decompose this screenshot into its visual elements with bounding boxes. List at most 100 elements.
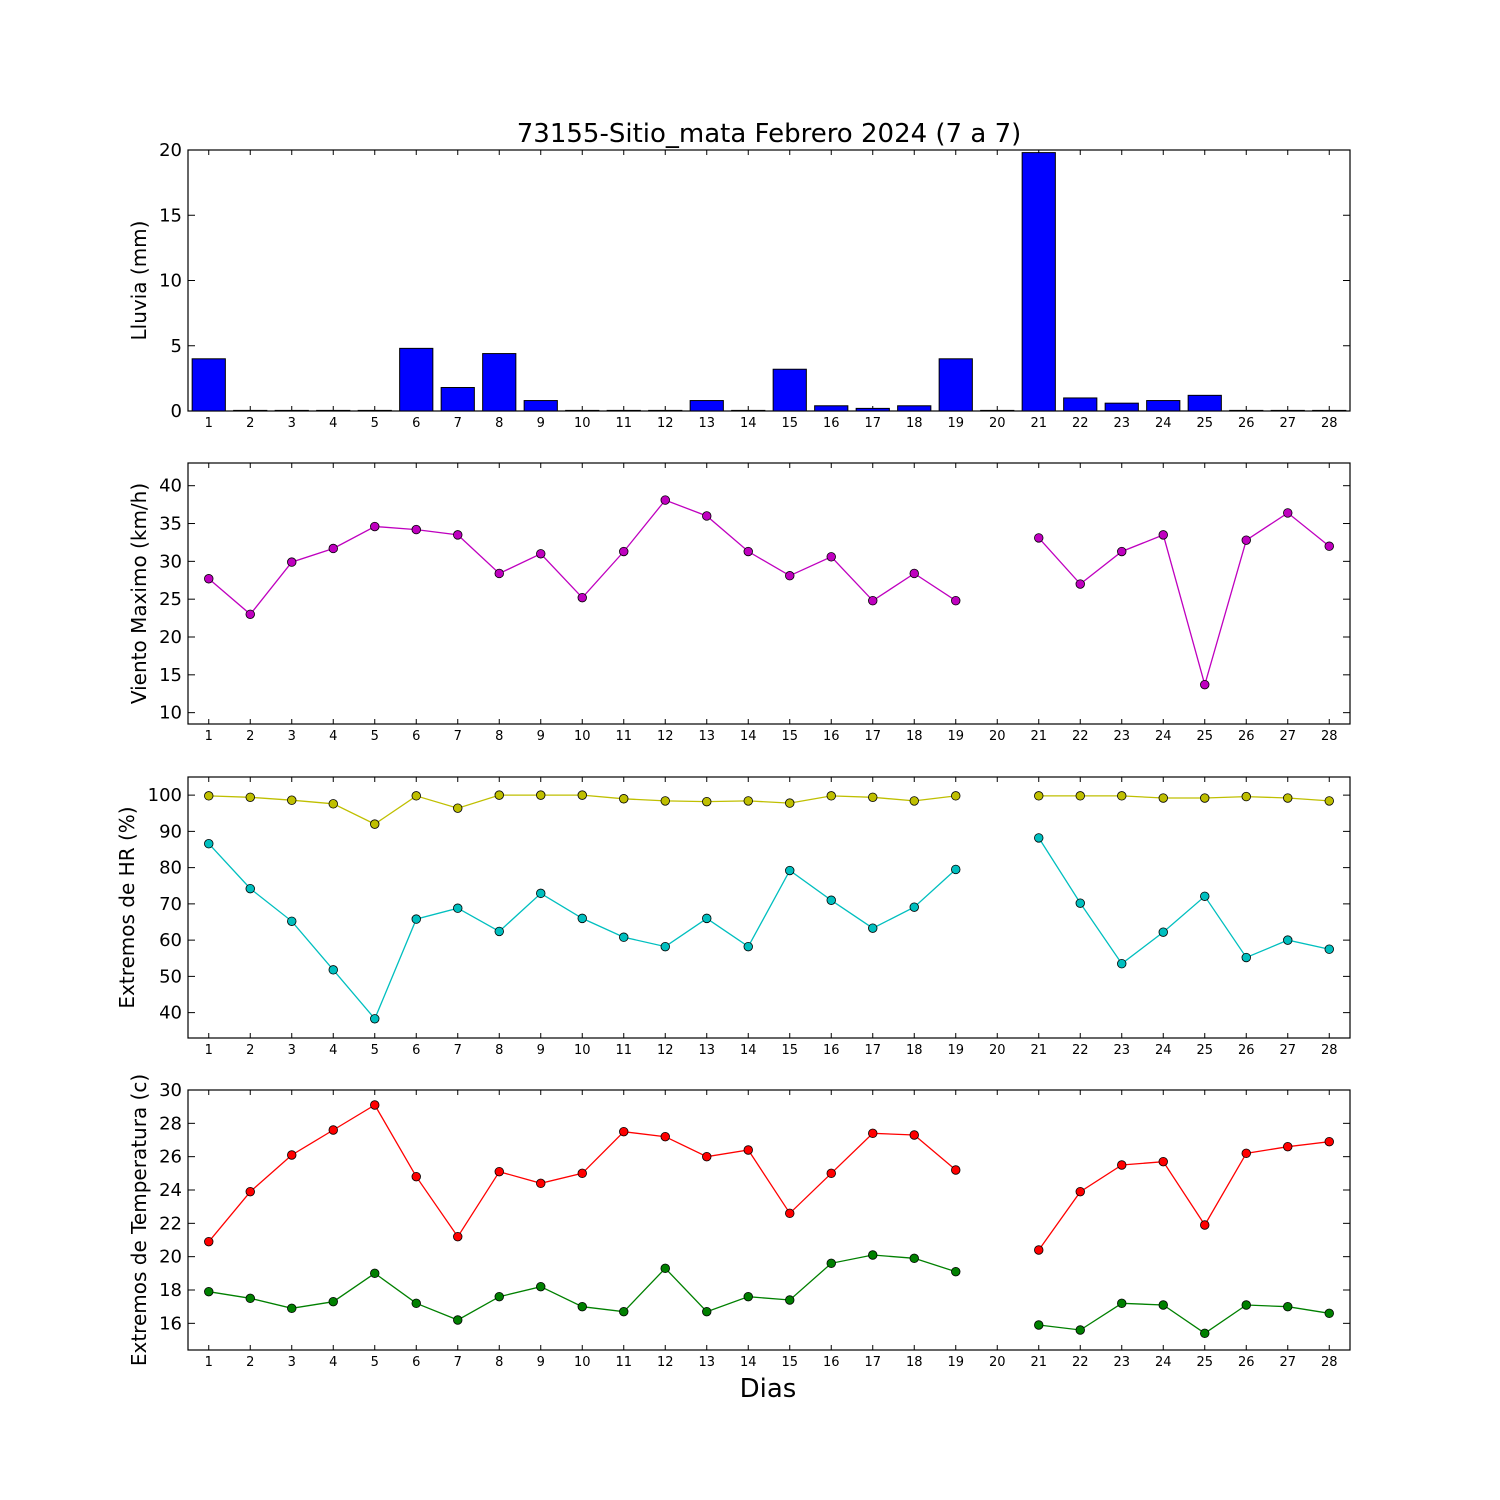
series-1-point-day-1: [204, 574, 214, 584]
x-tick-label: 24: [1155, 729, 1172, 744]
x-tick-label: 19: [947, 729, 964, 744]
series-1-point-day-14: [743, 1145, 753, 1155]
x-tick-label: 3: [288, 1355, 296, 1370]
series-1-point-day-28: [1324, 541, 1334, 551]
series-1-point-day-23: [1117, 546, 1127, 557]
bar-day-19: [938, 358, 973, 412]
y-axis-label: Extremos de Temperatura (c): [127, 1074, 151, 1366]
series-2-point-day-27: [1283, 935, 1293, 945]
x-tick-label: 15: [781, 416, 798, 431]
x-tick-label: 4: [329, 1043, 337, 1058]
y-tick-label: 28: [159, 1113, 182, 1134]
x-tick-label: 4: [329, 416, 337, 431]
series-1-point-day-8: [494, 1166, 504, 1177]
x-tick-label: 12: [657, 416, 674, 431]
series-2-point-day-23: [1117, 958, 1127, 969]
x-tick-label: 17: [864, 416, 881, 431]
series-2-point-day-22: [1075, 1325, 1085, 1335]
x-tick-label: 20: [989, 729, 1006, 744]
x-tick-label: 6: [412, 729, 420, 744]
x-tick-label: 22: [1072, 416, 1089, 431]
y-tick-label: 40: [159, 1003, 182, 1024]
x-tick-label: 9: [537, 1043, 545, 1058]
series-2-point-day-8: [494, 1291, 504, 1302]
bar-day-23: [1104, 402, 1139, 412]
series-1-point-day-16: [826, 1168, 836, 1179]
x-tick-label: 3: [288, 1043, 296, 1058]
x-tick-label: 4: [329, 729, 337, 744]
y-tick-label: 50: [159, 966, 182, 987]
x-tick-label: 15: [781, 1355, 798, 1370]
bar-day-18: [897, 405, 932, 412]
series-1-point-day-5: [370, 819, 380, 829]
x-tick-label: 17: [864, 729, 881, 744]
bar-day-1: [191, 358, 226, 412]
series-2-point-day-18: [909, 902, 919, 912]
series-2-point-day-23: [1117, 1298, 1127, 1309]
x-tick-label: 27: [1279, 729, 1296, 744]
series-1-point-day-27: [1283, 1141, 1293, 1152]
series-1-point-day-10: [577, 1168, 587, 1179]
series-2-point-day-9: [536, 888, 546, 899]
x-tick-label: 13: [698, 1043, 715, 1058]
series-2-point-day-15: [785, 865, 795, 876]
series-2-point-day-5: [370, 1014, 380, 1024]
series-1-point-day-4: [328, 799, 338, 809]
series-1-point-day-11: [619, 794, 629, 804]
series-1-point-day-13: [702, 1151, 712, 1162]
bar-day-24: [1146, 400, 1181, 412]
x-tick-label: 23: [1113, 1043, 1130, 1058]
x-tick-label: 6: [412, 416, 420, 431]
series-1-point-day-11: [619, 546, 629, 557]
x-tick-label: 4: [329, 1355, 337, 1370]
x-tick-label: 23: [1113, 729, 1130, 744]
bar-day-15: [772, 368, 807, 412]
x-tick-label: 2: [246, 416, 254, 431]
bar-day-4: [316, 409, 351, 412]
series-2-point-day-9: [536, 1281, 546, 1292]
series-1-point-day-21: [1034, 791, 1044, 801]
series-2-point-day-11: [619, 1306, 629, 1317]
x-tick-label: 25: [1196, 1043, 1213, 1058]
x-tick-label: 1: [205, 729, 213, 744]
x-tick-label: 25: [1196, 416, 1213, 431]
x-tick-label: 10: [574, 729, 591, 744]
series-2-point-day-17: [868, 1250, 878, 1260]
series-1-point-day-14: [743, 796, 753, 806]
series-1-point-day-1: [204, 1236, 214, 1247]
x-tick-label: 16: [823, 1043, 840, 1058]
series-2-point-day-19: [951, 1266, 961, 1277]
series-2-point-day-17: [868, 923, 878, 933]
y-tick-label: 10: [159, 271, 182, 292]
y-tick-label: 16: [159, 1313, 182, 1334]
series-2-point-day-10: [577, 913, 587, 924]
series-1-point-day-18: [909, 568, 919, 579]
series-2-point-day-4: [328, 965, 338, 975]
x-tick-label: 18: [906, 729, 923, 744]
y-tick-label: 90: [159, 821, 182, 842]
series-1-point-day-7: [453, 530, 463, 540]
series-1-point-day-23: [1117, 791, 1127, 801]
series-2-point-day-2: [245, 883, 255, 894]
y-axis-label: Viento Maximo (km/h): [127, 483, 151, 704]
x-tick-label: 28: [1321, 416, 1338, 431]
x-tick-label: 2: [246, 1043, 254, 1058]
series-2-point-day-1: [204, 839, 214, 849]
series-1-point-day-5: [370, 521, 380, 532]
series-1-point-day-27: [1283, 793, 1293, 803]
x-tick-label: 16: [823, 729, 840, 744]
y-tick-label: 26: [159, 1147, 182, 1168]
y-tick-label: 20: [159, 140, 182, 161]
series-1-point-day-6: [411, 1171, 421, 1182]
y-tick-label: 20: [159, 627, 182, 648]
x-tick-label: 9: [537, 1355, 545, 1370]
series-1-point-day-21: [1034, 1245, 1044, 1255]
x-tick-label: 13: [698, 416, 715, 431]
series-1-point-day-3: [287, 1150, 297, 1160]
x-tick-label: 25: [1196, 1355, 1213, 1370]
y-tick-label: 40: [159, 476, 182, 497]
series-2-point-day-7: [453, 903, 463, 913]
x-tick-label: 8: [495, 729, 503, 744]
